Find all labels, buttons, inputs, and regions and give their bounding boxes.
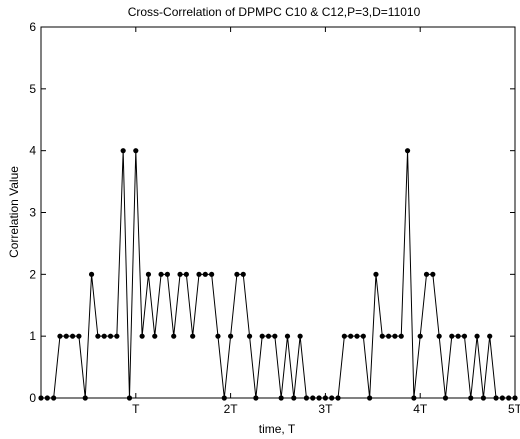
data-point — [303, 395, 310, 401]
data-point — [367, 395, 373, 401]
data-point — [95, 333, 101, 339]
data-point — [272, 333, 278, 339]
data-point — [253, 395, 259, 401]
data-point — [278, 395, 284, 401]
data-point — [284, 333, 291, 339]
data-point — [177, 271, 183, 277]
y-axis-label: Correlation Value — [7, 166, 21, 258]
correlation-line — [41, 150, 515, 399]
data-point — [240, 271, 246, 277]
data-point — [265, 333, 272, 339]
data-point — [145, 271, 152, 277]
data-point — [190, 333, 196, 339]
data-point — [139, 333, 145, 339]
data-point — [373, 271, 379, 277]
y-tick-label: 6 — [29, 20, 36, 34]
data-point — [493, 395, 499, 401]
y-tick-label: 2 — [29, 267, 36, 281]
y-tick-label: 4 — [29, 144, 36, 158]
data-point — [88, 271, 95, 277]
data-point — [455, 333, 461, 339]
data-point — [417, 333, 423, 339]
x-tick-label: 4T — [413, 402, 428, 416]
data-point — [487, 333, 493, 339]
data-point — [329, 395, 335, 401]
data-point — [499, 395, 505, 401]
data-point — [228, 333, 234, 339]
data-point — [480, 395, 486, 401]
data-point — [114, 333, 120, 339]
data-point — [234, 271, 240, 277]
data-point — [158, 271, 164, 277]
data-point — [57, 333, 63, 339]
data-point — [215, 333, 221, 339]
data-point — [291, 395, 297, 401]
data-point — [209, 271, 215, 277]
data-point — [430, 271, 436, 277]
data-point — [423, 271, 430, 277]
x-tick-label: 2T — [224, 402, 239, 416]
data-point — [316, 395, 322, 401]
data-point — [70, 333, 76, 339]
data-point — [82, 395, 88, 401]
data-point — [512, 395, 518, 401]
chart-title: Cross-Correlation of DPMPC C10 & C12,P=3… — [128, 5, 421, 19]
data-point — [392, 333, 398, 339]
data-point — [310, 395, 316, 401]
y-axis: 0 1 2 3 4 5 6 — [29, 20, 515, 405]
data-point — [126, 395, 133, 401]
data-point — [411, 395, 417, 401]
data-point — [341, 333, 347, 339]
plot-area-frame — [40, 26, 516, 399]
data-point — [246, 333, 253, 339]
x-tick-label: 5T — [508, 402, 520, 416]
data-point — [468, 395, 474, 401]
data-point — [101, 333, 107, 339]
data-point — [354, 333, 360, 339]
x-tick-label: T — [132, 402, 140, 416]
data-point — [183, 271, 189, 277]
data-point — [335, 395, 341, 401]
x-axis: T 2T 3T 4T 5T — [132, 27, 520, 416]
data-point — [63, 333, 69, 339]
y-tick-label: 5 — [29, 82, 36, 96]
x-axis-label: time, T — [259, 422, 296, 436]
y-tick-label: 0 — [29, 391, 36, 405]
data-point — [196, 271, 202, 277]
data-point — [133, 148, 139, 154]
data-point — [398, 333, 404, 339]
data-point — [202, 271, 208, 277]
y-tick-label: 3 — [29, 206, 36, 220]
data-point — [297, 333, 303, 339]
data-point — [120, 148, 126, 154]
data-point — [259, 333, 265, 339]
data-point — [348, 333, 354, 339]
data-point — [38, 395, 44, 401]
data-point — [76, 333, 82, 339]
y-tick-label: 1 — [29, 329, 36, 343]
data-point — [436, 333, 442, 339]
data-point — [506, 395, 512, 401]
data-point — [107, 333, 114, 339]
data-point — [360, 333, 366, 339]
data-point — [322, 395, 328, 401]
data-point — [442, 395, 449, 401]
data-markers — [38, 148, 518, 401]
data-point — [164, 271, 170, 277]
data-point — [404, 148, 411, 154]
data-point — [44, 395, 50, 401]
data-point — [51, 395, 57, 401]
x-tick-label: 3T — [318, 402, 333, 416]
data-point — [379, 333, 385, 339]
data-point — [449, 333, 455, 339]
data-point — [461, 333, 468, 339]
data-point — [152, 333, 158, 339]
data-point — [386, 333, 392, 339]
data-point — [221, 395, 227, 401]
data-point — [171, 333, 177, 339]
data-point — [474, 333, 480, 339]
